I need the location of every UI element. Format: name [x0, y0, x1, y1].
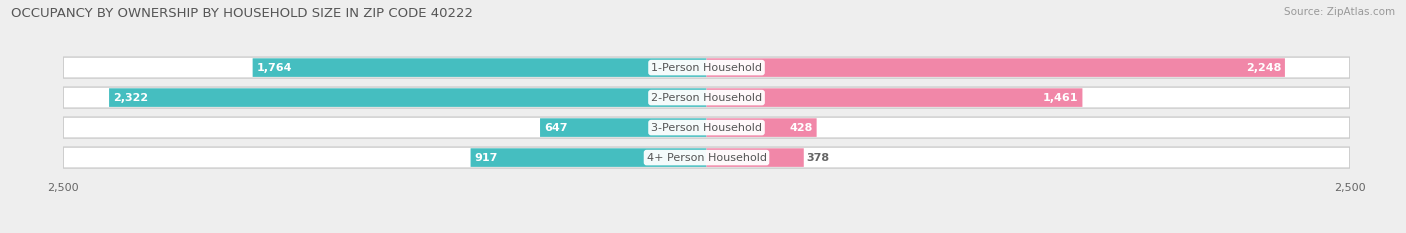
FancyBboxPatch shape	[63, 57, 1350, 78]
FancyBboxPatch shape	[110, 88, 707, 107]
FancyBboxPatch shape	[471, 148, 707, 167]
Text: 647: 647	[544, 123, 568, 133]
Text: 1,764: 1,764	[256, 63, 292, 73]
FancyBboxPatch shape	[707, 58, 1285, 77]
FancyBboxPatch shape	[63, 147, 1350, 168]
Text: 428: 428	[789, 123, 813, 133]
FancyBboxPatch shape	[707, 148, 804, 167]
Text: 1,461: 1,461	[1043, 93, 1078, 103]
Text: 917: 917	[474, 153, 498, 163]
Text: 3-Person Household: 3-Person Household	[651, 123, 762, 133]
Text: Source: ZipAtlas.com: Source: ZipAtlas.com	[1284, 7, 1395, 17]
Text: 1-Person Household: 1-Person Household	[651, 63, 762, 73]
FancyBboxPatch shape	[707, 118, 817, 137]
Text: 2-Person Household: 2-Person Household	[651, 93, 762, 103]
FancyBboxPatch shape	[63, 117, 1350, 138]
Text: OCCUPANCY BY OWNERSHIP BY HOUSEHOLD SIZE IN ZIP CODE 40222: OCCUPANCY BY OWNERSHIP BY HOUSEHOLD SIZE…	[11, 7, 474, 20]
Text: 2,248: 2,248	[1246, 63, 1281, 73]
Text: 4+ Person Household: 4+ Person Household	[647, 153, 766, 163]
FancyBboxPatch shape	[63, 87, 1350, 108]
Text: 378: 378	[807, 153, 830, 163]
FancyBboxPatch shape	[540, 118, 707, 137]
FancyBboxPatch shape	[253, 58, 707, 77]
FancyBboxPatch shape	[707, 88, 1083, 107]
Text: 2,322: 2,322	[112, 93, 148, 103]
